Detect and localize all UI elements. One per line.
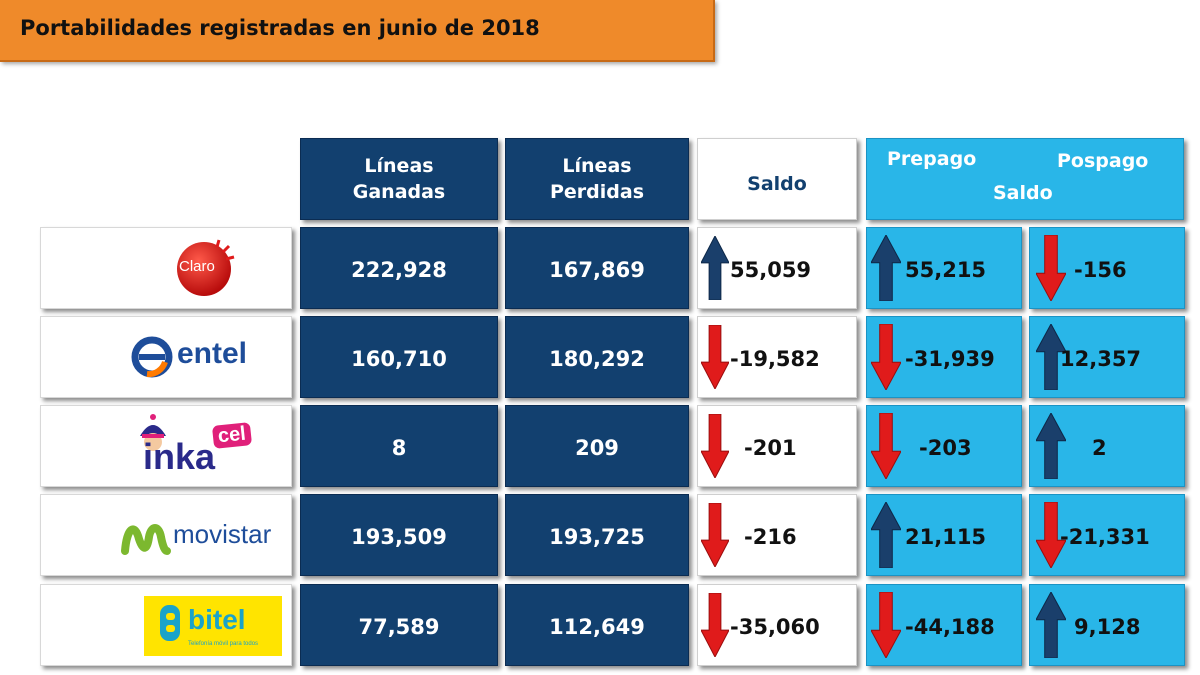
arrow-down-icon <box>870 412 902 483</box>
cell-lineas-ganadas: 222,928 <box>300 227 498 309</box>
cell-saldo: -19,582 <box>697 316 857 398</box>
header-lineas-perdidas: Líneas Perdidas <box>505 138 689 220</box>
header-lineas-ganadas: Líneas Ganadas <box>300 138 498 220</box>
header-prepago: Prepago <box>887 148 977 170</box>
cell-lineas-perdidas: 112,649 <box>505 584 689 666</box>
cell-saldo-pospago: -156 <box>1029 227 1185 309</box>
value-lineas-perdidas: 112,649 <box>549 615 645 639</box>
value-saldo-pospago: -21,331 <box>1060 525 1150 549</box>
value-saldo-pospago: 2 <box>1092 436 1107 460</box>
cell-lineas-perdidas: 209 <box>505 405 689 487</box>
value-lineas-perdidas: 180,292 <box>549 347 645 371</box>
operator-logo-bitel: bitel Telefonía móvil para todos <box>40 584 292 666</box>
claro-logo-icon <box>159 232 249 306</box>
value-saldo-pospago: -156 <box>1074 258 1127 282</box>
operator-logo-claro: Claro <box>40 227 292 309</box>
operator-logo-inkacel: inka cel <box>40 405 292 487</box>
arrow-up-icon <box>1035 590 1067 662</box>
cell-lineas-ganadas: 160,710 <box>300 316 498 398</box>
header-pospago: Pospago <box>1057 150 1149 172</box>
cell-saldo-prepago: 21,115 <box>866 494 1022 576</box>
cell-lineas-ganadas: 193,509 <box>300 494 498 576</box>
cell-saldo: -201 <box>697 405 857 487</box>
value-saldo-prepago: -44,188 <box>905 615 995 639</box>
movistar-logo-icon <box>121 517 171 561</box>
cell-saldo: -35,060 <box>697 584 857 666</box>
operator-logo-entel: entel <box>40 316 292 398</box>
header-saldo-label: Saldo <box>747 173 807 195</box>
header-ganadas-line1: Líneas <box>364 155 434 177</box>
bitel-logo-text: bitel <box>188 604 246 635</box>
header-prepago-pospago: Prepago Pospago Saldo <box>866 138 1184 220</box>
claro-logo-text: Claro <box>179 258 215 275</box>
cell-saldo-pospago: -21,331 <box>1029 494 1185 576</box>
bitel-b-icon <box>158 603 184 647</box>
cell-saldo: -216 <box>697 494 857 576</box>
arrow-down-icon <box>1035 234 1067 305</box>
arrow-down-icon <box>870 591 902 662</box>
value-lineas-ganadas: 193,509 <box>351 525 447 549</box>
arrow-up-icon <box>1035 322 1067 394</box>
value-saldo: 55,059 <box>730 258 812 282</box>
header-saldo-prepago-pospago: Saldo <box>993 182 1053 204</box>
value-saldo-prepago: -203 <box>919 436 972 460</box>
value-saldo-pospago: 9,128 <box>1074 615 1141 639</box>
cell-lineas-perdidas: 167,869 <box>505 227 689 309</box>
arrow-up-icon <box>870 233 902 305</box>
value-saldo-pospago: 12,357 <box>1060 347 1142 371</box>
cell-saldo-pospago: 12,357 <box>1029 316 1185 398</box>
value-saldo: -19,582 <box>730 347 820 371</box>
cell-saldo-prepago: -44,188 <box>866 584 1022 666</box>
cell-saldo-prepago: 55,215 <box>866 227 1022 309</box>
arrow-down-icon <box>700 592 730 661</box>
value-saldo: -35,060 <box>730 615 820 639</box>
title-banner: Portabilidades registradas en junio de 2… <box>0 0 715 62</box>
bitel-logo-box: bitel Telefonía móvil para todos <box>144 596 282 656</box>
value-lineas-perdidas: 193,725 <box>549 525 645 549</box>
bitel-tagline: Telefonía móvil para todos <box>188 641 259 647</box>
header-perdidas-line2: Perdidas <box>549 181 645 203</box>
value-saldo-prepago: 55,215 <box>905 258 987 282</box>
page-title: Portabilidades registradas en junio de 2… <box>20 16 540 40</box>
cell-saldo-prepago: -203 <box>866 405 1022 487</box>
arrow-down-icon <box>700 324 730 393</box>
value-saldo: -201 <box>744 436 797 460</box>
operator-logo-movistar: movistar <box>40 494 292 576</box>
cell-saldo: 55,059 <box>697 227 857 309</box>
movistar-logo-text: movistar <box>173 519 272 549</box>
value-lineas-ganadas: 160,710 <box>351 347 447 371</box>
arrow-down-icon <box>1035 501 1067 572</box>
value-lineas-ganadas: 222,928 <box>351 258 447 282</box>
arrow-down-icon <box>700 413 730 482</box>
cell-saldo-prepago: -31,939 <box>866 316 1022 398</box>
value-lineas-perdidas: 209 <box>575 436 619 460</box>
arrow-up-icon <box>700 234 730 304</box>
cell-lineas-perdidas: 193,725 <box>505 494 689 576</box>
value-saldo-prepago: 21,115 <box>905 525 987 549</box>
inka-cel-badge: cel <box>211 422 252 449</box>
inka-logo-text: inka <box>143 436 216 477</box>
cell-saldo-pospago: 2 <box>1029 405 1185 487</box>
header-saldo: Saldo <box>697 138 857 220</box>
value-lineas-perdidas: 167,869 <box>549 258 645 282</box>
header-ganadas-line2: Ganadas <box>352 181 446 203</box>
cell-lineas-perdidas: 180,292 <box>505 316 689 398</box>
value-lineas-ganadas: 77,589 <box>358 615 440 639</box>
arrow-up-icon <box>1035 411 1067 483</box>
entel-logo-icon <box>129 334 175 384</box>
cell-saldo-pospago: 9,128 <box>1029 584 1185 666</box>
cell-lineas-ganadas: 8 <box>300 405 498 487</box>
header-perdidas-line1: Líneas <box>562 155 632 177</box>
arrow-down-icon <box>870 323 902 394</box>
inka-mascot-icon <box>136 414 170 458</box>
arrow-up-icon <box>870 500 902 572</box>
value-lineas-ganadas: 8 <box>391 436 407 460</box>
entel-logo-text: entel <box>177 337 248 370</box>
value-saldo-prepago: -31,939 <box>905 347 995 371</box>
cell-lineas-ganadas: 77,589 <box>300 584 498 666</box>
value-saldo: -216 <box>744 525 797 549</box>
arrow-down-icon <box>700 502 730 571</box>
